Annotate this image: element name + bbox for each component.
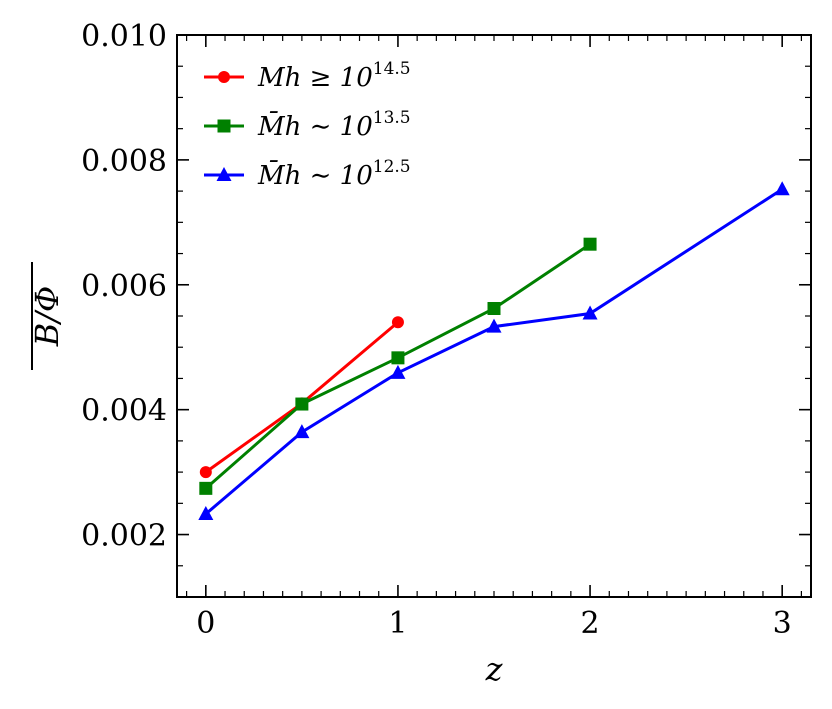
legend-marker: [216, 167, 232, 181]
legend-label-base: M̄h ∼ 10: [257, 159, 373, 191]
y-tick-label: 0.004: [81, 394, 167, 429]
data-point: [774, 181, 790, 196]
series-line: [204, 321, 399, 474]
x-tick-label: 3: [773, 606, 792, 641]
legend-label-base: Mh ≥ 10: [257, 63, 373, 93]
x-axis-label: z: [485, 650, 504, 688]
y-axis-label: B/Φ: [28, 286, 66, 348]
y-tick-label: 0.006: [81, 269, 167, 304]
legend-item: M̄h ∼ 1012.5: [204, 157, 411, 191]
legend-item: Mh ≥ 1014.5: [204, 59, 411, 93]
data-point: [391, 351, 405, 365]
data-point: [199, 481, 213, 495]
data-point: [295, 397, 309, 411]
legend-item: M̄h ∼ 1013.5: [204, 108, 411, 142]
series-1: [199, 316, 404, 479]
data-point: [294, 424, 310, 439]
x-tick-label: 1: [388, 606, 407, 641]
data-point: [390, 364, 406, 379]
legend-label-exponent: 12.5: [373, 157, 411, 177]
data-point: [198, 505, 214, 520]
series-3: [198, 181, 790, 520]
data-point: [391, 316, 404, 329]
x-tick-label: 2: [581, 606, 600, 641]
legend-marker: [217, 119, 231, 133]
axis-ticks: 0 1 2 3 0.002 0.004 0.006 0.008 0.010: [81, 19, 811, 641]
legend-label: M̄h ∼ 1013.5: [257, 108, 411, 142]
series-line: [204, 187, 783, 516]
y-tick-label: 0.002: [81, 519, 167, 554]
legend-label-base: M̄h ∼ 10: [257, 110, 373, 142]
legend-label-exponent: 14.5: [373, 59, 411, 79]
legend-label: Mh ≥ 1014.5: [257, 59, 411, 93]
legend-label-exponent: 13.5: [373, 108, 411, 128]
y-tick-label: 0.008: [81, 144, 167, 179]
legend: Mh ≥ 1014.5M̄h ∼ 1013.5M̄h ∼ 1012.5: [204, 59, 411, 191]
series-layer: [198, 181, 790, 520]
legend-marker: [218, 71, 230, 83]
y-tick-label: 0.010: [81, 19, 167, 54]
series-2: [199, 237, 597, 495]
data-point: [487, 302, 501, 316]
data-point: [486, 318, 502, 333]
data-point: [199, 466, 212, 479]
legend-label: M̄h ∼ 1012.5: [257, 157, 411, 191]
data-point: [582, 305, 598, 320]
x-tick-label: 0: [196, 606, 215, 641]
data-point: [583, 237, 597, 251]
